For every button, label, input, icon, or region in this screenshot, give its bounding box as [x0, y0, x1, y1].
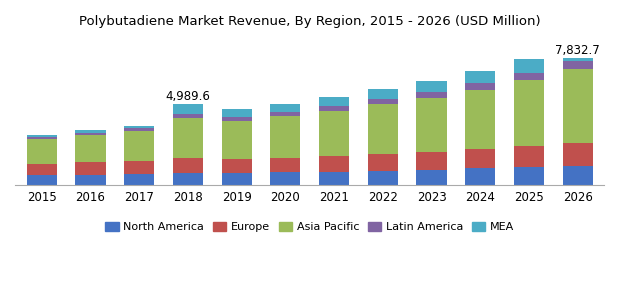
Bar [270, 112, 301, 116]
Bar [124, 174, 154, 185]
Bar [27, 137, 57, 139]
Bar [562, 166, 593, 185]
Bar [173, 173, 203, 185]
Bar [124, 131, 154, 160]
Bar [514, 167, 544, 185]
Bar [221, 121, 252, 159]
Title: Polybutadiene Market Revenue, By Region, 2015 - 2026 (USD Million): Polybutadiene Market Revenue, By Region,… [79, 15, 541, 28]
Bar [76, 130, 105, 133]
Bar [562, 69, 593, 143]
Bar [76, 135, 105, 162]
Text: 4,989.6: 4,989.6 [166, 90, 210, 103]
Bar [270, 104, 301, 112]
Bar [27, 139, 57, 164]
Legend: North America, Europe, Asia Pacific, Latin America, MEA: North America, Europe, Asia Pacific, Lat… [101, 217, 518, 237]
Bar [465, 149, 495, 168]
Bar [514, 73, 544, 80]
Bar [465, 168, 495, 185]
Bar [173, 114, 203, 118]
Bar [270, 116, 301, 158]
Bar [221, 117, 252, 121]
Text: 7,832.7: 7,832.7 [556, 44, 600, 57]
Bar [514, 59, 544, 73]
Bar [368, 170, 398, 185]
Bar [124, 126, 154, 128]
Bar [76, 162, 105, 175]
Bar [221, 173, 252, 185]
Bar [562, 58, 593, 60]
Bar [319, 156, 349, 172]
Bar [417, 170, 446, 185]
Bar [173, 118, 203, 158]
Bar [368, 99, 398, 104]
Bar [417, 151, 446, 170]
Bar [319, 97, 349, 106]
Bar [124, 128, 154, 131]
Bar [27, 135, 57, 137]
Bar [221, 159, 252, 173]
Bar [562, 143, 593, 166]
Bar [514, 80, 544, 146]
Bar [319, 106, 349, 111]
Bar [27, 175, 57, 185]
Bar [221, 109, 252, 117]
Bar [27, 164, 57, 175]
Bar [173, 104, 203, 114]
Bar [270, 158, 301, 172]
Bar [417, 92, 446, 98]
Bar [562, 60, 593, 69]
Bar [465, 90, 495, 149]
Bar [514, 146, 544, 167]
Bar [417, 81, 446, 92]
Bar [368, 154, 398, 170]
Bar [465, 71, 495, 83]
Bar [417, 98, 446, 151]
Bar [465, 83, 495, 90]
Bar [76, 133, 105, 135]
Bar [124, 160, 154, 174]
Bar [173, 158, 203, 173]
Bar [368, 104, 398, 154]
Bar [319, 111, 349, 156]
Bar [319, 172, 349, 185]
Bar [368, 89, 398, 99]
Bar [76, 175, 105, 185]
Bar [270, 172, 301, 185]
